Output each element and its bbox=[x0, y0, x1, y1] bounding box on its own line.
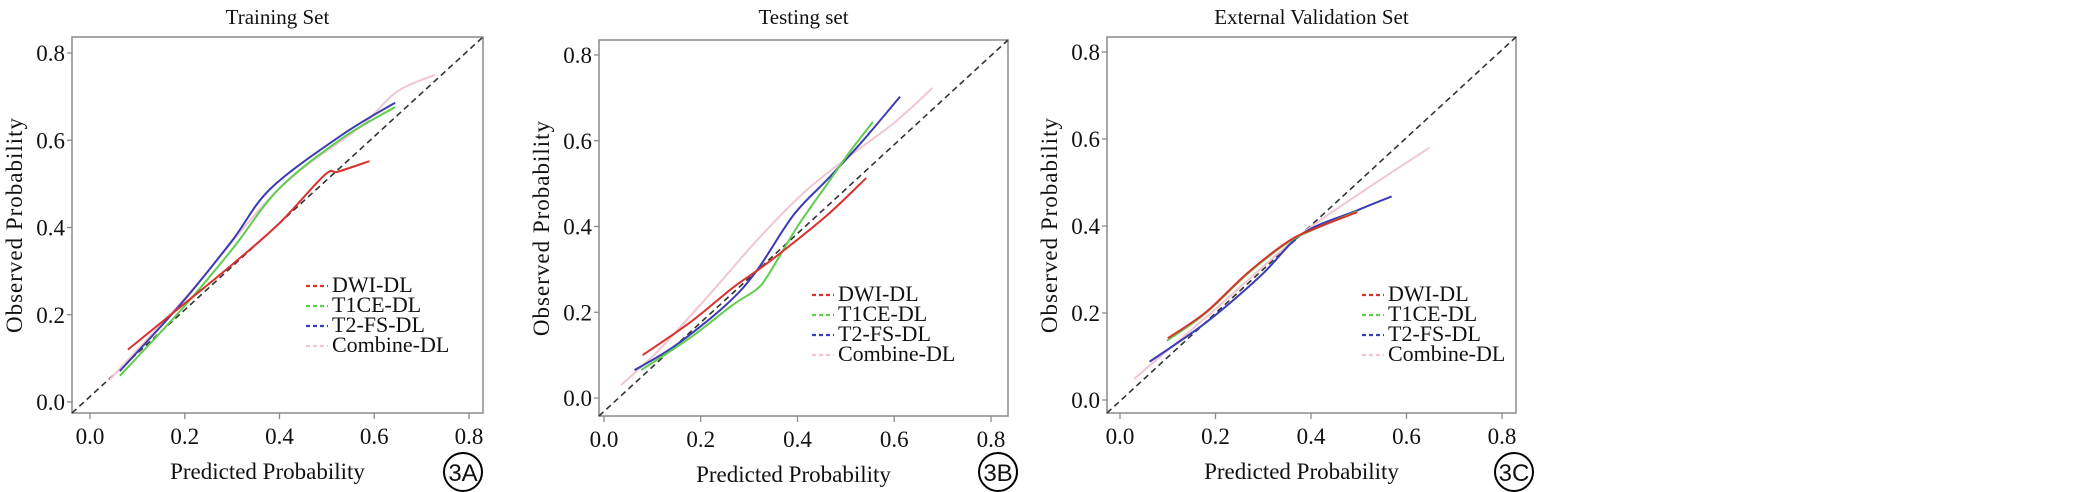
series-line-t1ce-dl bbox=[119, 106, 396, 377]
panel-badge-circle bbox=[978, 452, 1018, 492]
x-tick-label: 0.8 bbox=[1488, 424, 1517, 449]
x-tick-label: 0.6 bbox=[1392, 424, 1421, 449]
series-line-t2-fs-dl bbox=[1149, 195, 1393, 363]
panel-label: 3B bbox=[983, 460, 1012, 487]
chart-title: External Validation Set bbox=[1214, 5, 1409, 29]
x-tick-label: 0.0 bbox=[590, 427, 619, 452]
y-tick-label: 0.4 bbox=[1071, 214, 1100, 239]
legend-label: Combine-DL bbox=[332, 332, 449, 357]
legend-label: T2-FS-DL bbox=[1388, 321, 1481, 346]
legend-label: DWI-DL bbox=[332, 272, 413, 297]
y-tick-label: 0.4 bbox=[36, 216, 65, 241]
x-tick-label: 0.4 bbox=[783, 427, 812, 452]
series-line-dwi-dl bbox=[642, 177, 867, 356]
x-axis-label: Predicted Probability bbox=[696, 462, 891, 487]
x-tick-label: 0.4 bbox=[1297, 424, 1326, 449]
legend-label: Combine-DL bbox=[838, 341, 955, 366]
y-axis-label: Observed Probability bbox=[529, 120, 554, 336]
y-tick-label: 0.8 bbox=[36, 41, 65, 66]
x-tick-label: 0.2 bbox=[170, 424, 199, 449]
legend-label: DWI-DL bbox=[1388, 281, 1469, 306]
series-line-combine-dl bbox=[1133, 146, 1430, 380]
series-line-t1ce-dl bbox=[1166, 210, 1358, 342]
plot-frame bbox=[71, 36, 484, 414]
series-line-dwi-dl bbox=[1167, 211, 1358, 340]
legend-label: T2-FS-DL bbox=[332, 312, 425, 337]
calibration-panel-3a: Training Set 0.0 0.2 0.4 0.6 0.8 0.0 0.2 0.4 0.6 0… bbox=[2, 5, 484, 492]
y-tick-label: 0.2 bbox=[1071, 301, 1100, 326]
y-tick-label: 0.8 bbox=[563, 43, 592, 68]
legend-label: T1CE-DL bbox=[332, 292, 421, 317]
chart-title: Testing set bbox=[758, 5, 848, 29]
x-tick-label: 0.2 bbox=[1201, 424, 1230, 449]
x-tick-label: 0.6 bbox=[880, 427, 909, 452]
reference-diagonal-line bbox=[71, 36, 484, 414]
x-axis-label: Predicted Probability bbox=[170, 459, 365, 484]
y-tick-label: 0.0 bbox=[36, 390, 65, 415]
series-line-t2-fs-dl bbox=[633, 95, 901, 371]
y-tick-label: 0.6 bbox=[36, 128, 65, 153]
y-tick-label: 0.2 bbox=[36, 303, 65, 328]
x-tick-label: 0.2 bbox=[686, 427, 715, 452]
y-tick-label: 0.2 bbox=[563, 300, 592, 325]
series-line-combine-dl bbox=[620, 87, 934, 386]
y-axis-label: Observed Probability bbox=[1037, 117, 1062, 333]
panel-label: 3C bbox=[1499, 460, 1530, 487]
series-line-dwi-dl bbox=[127, 160, 370, 351]
chart-title: Training Set bbox=[226, 5, 330, 29]
legend-label: DWI-DL bbox=[838, 281, 919, 306]
x-tick-label: 0.0 bbox=[1106, 424, 1135, 449]
panel-badge-circle bbox=[443, 452, 483, 492]
x-tick-label: 0.0 bbox=[76, 424, 105, 449]
y-tick-label: 0.8 bbox=[1071, 40, 1100, 65]
y-tick-label: 0.4 bbox=[563, 215, 592, 240]
calibration-panel-3c: External Validation Set 0.0 0.2 0.4 0.6 0.8 0.… bbox=[1037, 5, 1534, 492]
legend-label: Combine-DL bbox=[1388, 341, 1505, 366]
x-tick-label: 0.8 bbox=[455, 424, 484, 449]
legend-label: T2-FS-DL bbox=[838, 321, 931, 346]
y-tick-label: 0.0 bbox=[1071, 388, 1100, 413]
y-tick-label: 0.6 bbox=[563, 129, 592, 154]
panel-label: 3A bbox=[448, 460, 477, 487]
x-tick-label: 0.4 bbox=[265, 424, 294, 449]
calibration-panel-3b: Testing set 0.0 0.2 0.4 0.6 0.8 0.0 0.2 0.4 0.6 0.… bbox=[529, 5, 1018, 492]
legend-label: T1CE-DL bbox=[1388, 301, 1477, 326]
panel-badge-circle bbox=[1494, 452, 1534, 492]
plot-frame bbox=[598, 39, 1009, 417]
y-axis-label: Observed Probability bbox=[2, 117, 27, 333]
y-tick-label: 0.0 bbox=[563, 386, 592, 411]
x-axis-label: Predicted Probability bbox=[1204, 459, 1399, 484]
series-line-t1ce-dl bbox=[640, 121, 874, 371]
y-tick-label: 0.6 bbox=[1071, 127, 1100, 152]
reference-diagonal-line bbox=[1106, 36, 1517, 414]
x-tick-label: 0.6 bbox=[360, 424, 389, 449]
x-tick-label: 0.8 bbox=[977, 427, 1006, 452]
legend-label: T1CE-DL bbox=[838, 301, 927, 326]
